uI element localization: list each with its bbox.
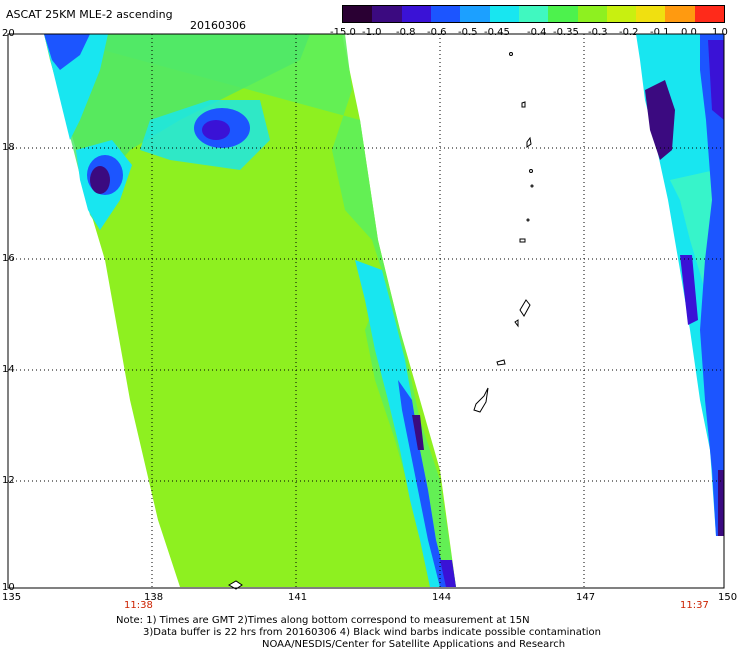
colorbar-label-10: -0.2 bbox=[619, 27, 639, 38]
colorbar-segment-11 bbox=[636, 6, 666, 22]
colorbar-segment-2 bbox=[372, 6, 402, 22]
colorbar-label-4: -0.6 bbox=[427, 27, 447, 38]
product-date: 20160306 bbox=[190, 19, 246, 32]
colorbar-segment-7 bbox=[518, 6, 549, 22]
eastern-swath bbox=[636, 34, 724, 536]
lat-label-10: 10 bbox=[2, 582, 15, 593]
colorbar-segment-4 bbox=[430, 6, 461, 22]
colorbar bbox=[342, 5, 725, 23]
colorbar-label-11: -0.1 bbox=[650, 27, 670, 38]
lon-label-147: 147 bbox=[576, 592, 596, 603]
footer-note-2: 3)Data buffer is 22 hrs from 20160306 4)… bbox=[143, 627, 601, 638]
lon-label-150: 150 bbox=[718, 592, 738, 603]
lon-label-141: 141 bbox=[288, 592, 308, 603]
island-asuncion bbox=[529, 169, 533, 173]
lat-label-20: 20 bbox=[2, 28, 15, 39]
island-guam bbox=[473, 387, 489, 413]
colorbar-label-9: -0.3 bbox=[588, 27, 608, 38]
map-frame bbox=[7, 33, 725, 589]
pass-time-west: 11:38 bbox=[124, 600, 153, 611]
lon-label-144: 144 bbox=[432, 592, 452, 603]
island-sarigan bbox=[526, 218, 530, 222]
colorbar-label-13: 1.0 bbox=[712, 27, 728, 38]
colorbar-segment-8 bbox=[548, 6, 578, 22]
island-saipan bbox=[519, 299, 531, 317]
lat-label-14: 14 bbox=[2, 364, 15, 375]
island-maug bbox=[530, 184, 534, 188]
colorbar-segment-13 bbox=[694, 6, 725, 22]
colorbar-label-5: -0.5 bbox=[458, 27, 478, 38]
island-rota bbox=[496, 359, 506, 366]
islands bbox=[227, 52, 534, 590]
island-pagan bbox=[526, 136, 532, 148]
colorbar-segment-3 bbox=[401, 6, 431, 22]
colorbar-label-1: -15.0 bbox=[330, 27, 356, 38]
colorbar-label-2: -1.0 bbox=[362, 27, 382, 38]
colorbar-label-7: -0.4 bbox=[527, 27, 547, 38]
footer-note-1: Note: 1) Times are GMT 2)Times along bot… bbox=[116, 615, 530, 626]
western-swath bbox=[44, 34, 456, 587]
island-anatahan bbox=[519, 238, 526, 243]
colorbar-label-12: 0.0 bbox=[681, 27, 697, 38]
colorbar-segment-10 bbox=[606, 6, 637, 22]
colorbar-segment-9 bbox=[577, 6, 607, 22]
colorbar-label-6: -0.45 bbox=[484, 27, 510, 38]
lat-label-18: 18 bbox=[2, 142, 15, 153]
lat-label-12: 12 bbox=[2, 475, 15, 486]
lat-label-16: 16 bbox=[2, 253, 15, 264]
colorbar-segment-5 bbox=[460, 6, 490, 22]
island-agrihan bbox=[521, 101, 526, 108]
footer-note-3: NOAA/NESDIS/Center for Satellite Applica… bbox=[262, 639, 566, 650]
product-title: ASCAT 25KM MLE-2 ascending bbox=[6, 8, 173, 21]
colorbar-label-8: -0.35 bbox=[553, 27, 579, 38]
island-tinian bbox=[514, 319, 519, 328]
colorbar-segment-1 bbox=[343, 6, 373, 22]
pass-time-east: 11:37 bbox=[680, 600, 709, 611]
island-farallon bbox=[509, 52, 513, 56]
colorbar-segment-12 bbox=[665, 6, 695, 22]
lon-label-138: 138 bbox=[144, 592, 164, 603]
lon-label-135: 135 bbox=[2, 592, 22, 603]
colorbar-label-3: -0.8 bbox=[396, 27, 416, 38]
colorbar-segment-6 bbox=[489, 6, 519, 22]
